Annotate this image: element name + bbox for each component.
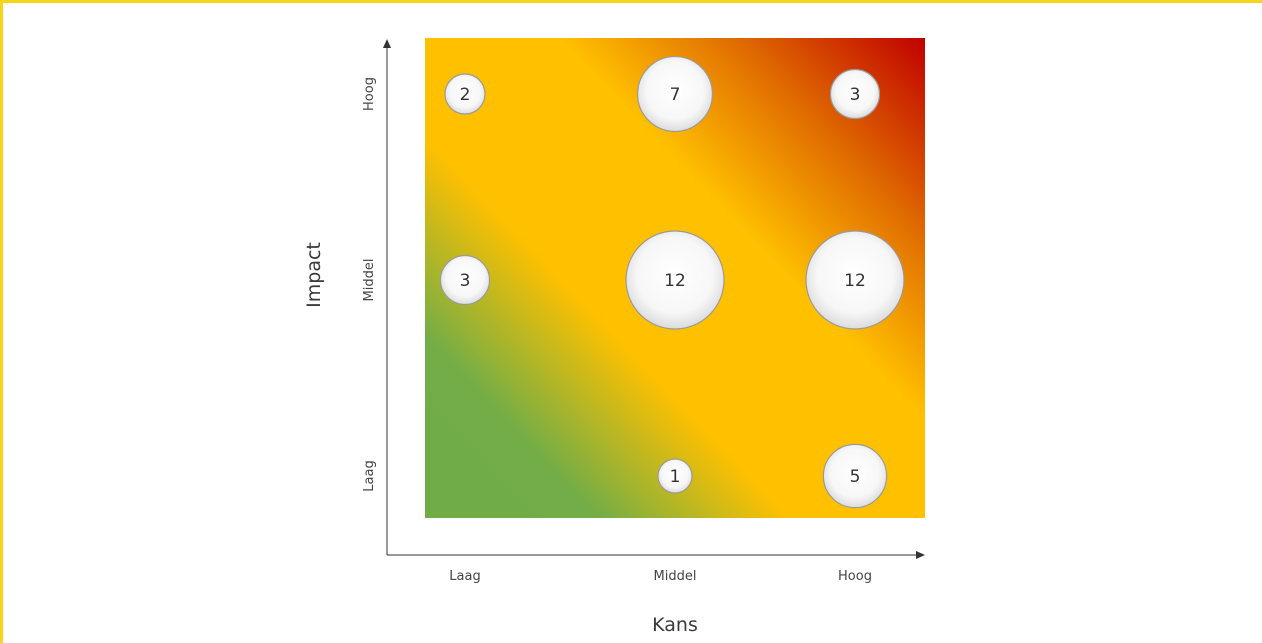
bubble-label: 12: [664, 271, 686, 291]
bubble-label: 7: [670, 85, 681, 105]
bubble: 5: [822, 443, 888, 509]
x-tick-label: Middel: [654, 569, 697, 584]
bubble: 1: [657, 458, 693, 494]
bubble-circle: [439, 254, 491, 306]
bubble-circle: [636, 55, 714, 133]
bubble-circle: [625, 230, 725, 330]
y-tick-label: Hoog: [362, 77, 377, 111]
bubble-label: 5: [850, 467, 861, 487]
bubble-circle: [657, 458, 693, 494]
x-tick-labels: Laag Middel Hoog: [449, 569, 872, 584]
y-axis-title: Impact: [303, 242, 325, 308]
bubbles-group: 2 7 3 3 12 12 1 5: [439, 55, 905, 509]
x-tick-label: Laag: [449, 569, 480, 584]
bubble: 3: [829, 68, 881, 120]
bubble: 2: [444, 73, 486, 115]
y-tick-labels: Laag Middel Hoog: [362, 77, 377, 492]
bubble-circle: [444, 73, 486, 115]
y-tick-label: Middel: [362, 259, 377, 302]
bubble-circle: [805, 230, 905, 330]
bubble-label: 12: [844, 271, 866, 291]
bubble-label: 2: [460, 85, 471, 105]
bubble: 3: [439, 254, 491, 306]
bubble-circle: [829, 68, 881, 120]
x-axis-title: Kans: [652, 614, 698, 636]
y-tick-label: Laag: [362, 460, 377, 491]
bubble-circle: [822, 443, 888, 509]
bubble-label: 1: [670, 467, 681, 487]
bubble-label: 3: [850, 85, 861, 105]
bubble: 12: [625, 230, 725, 330]
x-tick-label: Hoog: [838, 569, 872, 584]
bubble-label: 3: [460, 271, 471, 291]
bubble: 12: [805, 230, 905, 330]
bubble: 7: [636, 55, 714, 133]
